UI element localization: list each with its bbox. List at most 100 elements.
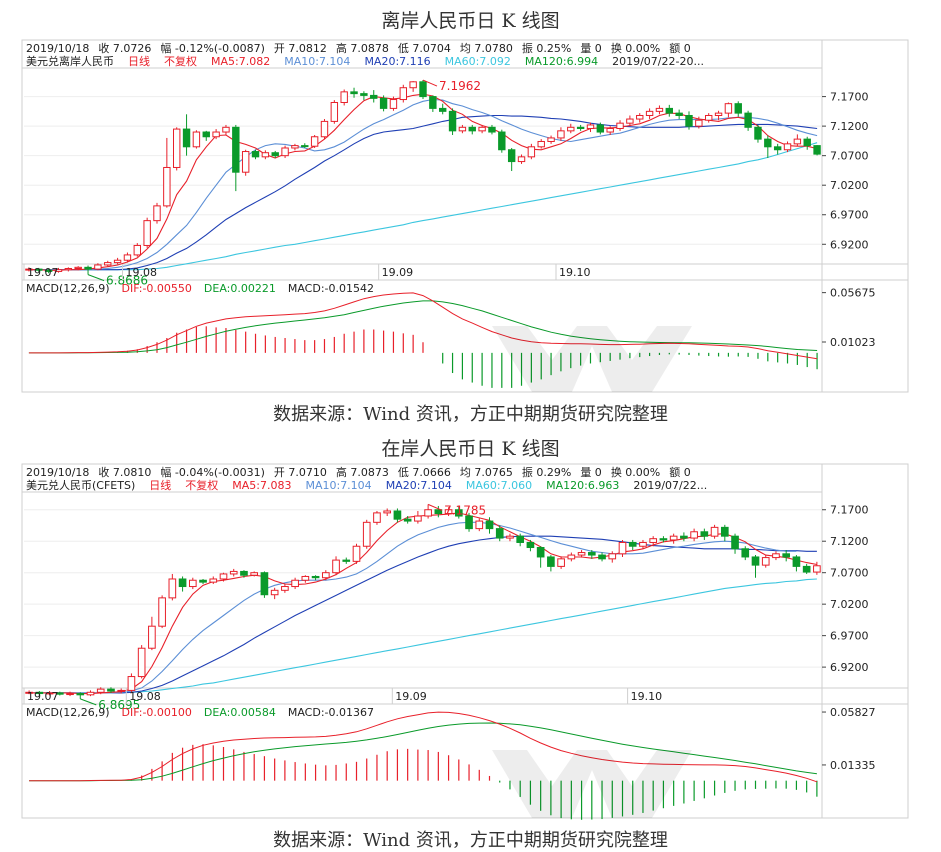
info-field-7: 振 0.29% xyxy=(522,465,571,479)
candle-body xyxy=(764,138,772,148)
candle-body xyxy=(495,528,504,539)
candle-body xyxy=(188,579,197,588)
candle-body xyxy=(117,689,126,692)
candle-body xyxy=(557,558,565,567)
candle-body xyxy=(690,531,698,539)
candle-body xyxy=(761,557,770,566)
x-axis-label: 19.08 xyxy=(129,690,161,703)
legend-item-1: 日线 xyxy=(149,478,171,492)
candle-body xyxy=(741,548,750,558)
macd-header-2: DEA:0.00584 xyxy=(204,706,276,719)
candle-body xyxy=(803,138,811,147)
candle-body xyxy=(731,535,739,550)
legend-item-4: MA10:7.104 xyxy=(284,55,350,68)
price-tick-label: 7.0700 xyxy=(830,150,869,163)
candle-body xyxy=(310,136,319,147)
candle-body xyxy=(793,138,802,145)
candle-body xyxy=(782,553,791,558)
info-field-0: 2019/10/18 xyxy=(26,466,89,479)
candle-body xyxy=(596,124,605,133)
candle-body xyxy=(409,81,417,89)
legend-item-6: MA60:7.092 xyxy=(445,55,511,68)
candle-body xyxy=(173,128,181,168)
candle-body xyxy=(35,691,44,695)
candle-body xyxy=(76,693,85,696)
candle-body xyxy=(527,146,536,158)
info-field-1: 收 7.0810 xyxy=(98,465,151,479)
chart1-kline-panel: 2019/10/18 收 7.0726 幅 -0.12%(-0.0087) 开 7.0… xyxy=(21,39,909,393)
candle-body xyxy=(84,266,92,270)
candle-body xyxy=(178,578,187,588)
macd-header-2: DEA:0.00221 xyxy=(204,282,276,295)
candle-body xyxy=(485,520,494,530)
candle-body xyxy=(724,103,733,114)
macd-header-3: MACD:-0.01367 xyxy=(288,706,374,719)
candle-body xyxy=(506,535,514,539)
candle-body xyxy=(802,565,811,573)
candle-body xyxy=(547,137,555,142)
candle-body xyxy=(281,586,289,591)
candle-body xyxy=(260,572,269,596)
legend-item-3: MA5:7.082 xyxy=(211,55,270,68)
legend-item-7: MA120:6.963 xyxy=(546,479,619,492)
candle-body xyxy=(705,114,713,121)
candle-body xyxy=(526,541,535,549)
candle-body xyxy=(321,572,330,579)
wind-watermark xyxy=(492,750,692,818)
high-arrow xyxy=(422,79,438,87)
candle-body xyxy=(537,140,545,148)
chart-frame xyxy=(21,39,909,393)
info-field-3: 开 7.0812 xyxy=(274,42,327,55)
candle-body xyxy=(222,126,230,133)
candle-body xyxy=(270,589,279,596)
candle-body xyxy=(429,96,437,109)
candle-body xyxy=(25,691,33,694)
candle-body xyxy=(700,531,709,537)
legend-item-2: 不复权 xyxy=(164,54,197,68)
candle-body xyxy=(567,126,575,132)
candle-body xyxy=(219,573,228,580)
candle-body xyxy=(301,145,309,148)
low-annotation: 6.8686 xyxy=(106,274,148,288)
candle-body xyxy=(448,110,457,132)
info-field-10: 额 0 xyxy=(669,42,691,55)
price-tick-label: 7.1200 xyxy=(830,120,869,133)
candle-body xyxy=(163,166,171,207)
candle-body xyxy=(772,553,780,559)
info-field-7: 振 0.25% xyxy=(522,41,571,55)
candle-body xyxy=(232,126,240,173)
candle-body xyxy=(352,545,361,562)
candle-body xyxy=(606,127,614,133)
macd-header-1: DIF:-0.00100 xyxy=(122,706,192,719)
candle-body xyxy=(714,112,723,116)
candle-body xyxy=(311,575,320,579)
candle-body xyxy=(773,146,782,151)
candle-body xyxy=(107,688,115,692)
candle-body xyxy=(507,149,516,163)
candle-body xyxy=(342,559,351,562)
candle-body xyxy=(148,625,156,649)
candle-body xyxy=(403,518,412,522)
candle-body xyxy=(710,526,719,537)
candle-body xyxy=(291,145,299,149)
ma20-line xyxy=(29,535,817,694)
candle-body xyxy=(586,124,595,129)
candle-body xyxy=(137,647,146,678)
candle-body xyxy=(209,578,218,583)
ma60-line xyxy=(29,578,817,694)
candle-body xyxy=(212,131,220,138)
candle-body xyxy=(468,126,476,132)
candle-body xyxy=(783,143,792,151)
candle-body xyxy=(373,512,381,523)
candle-body xyxy=(399,87,407,101)
candle-body xyxy=(557,130,565,139)
candle-body xyxy=(639,541,647,547)
info-field-8: 量 0 xyxy=(580,42,602,55)
candle-body xyxy=(192,131,201,148)
price-tick-label: 7.0700 xyxy=(830,567,869,580)
candle-body xyxy=(478,126,486,132)
info-field-1: 收 7.0726 xyxy=(98,41,151,55)
x-axis-label: 19.09 xyxy=(395,690,427,703)
candle-body xyxy=(240,570,248,576)
candle-body xyxy=(127,676,136,691)
